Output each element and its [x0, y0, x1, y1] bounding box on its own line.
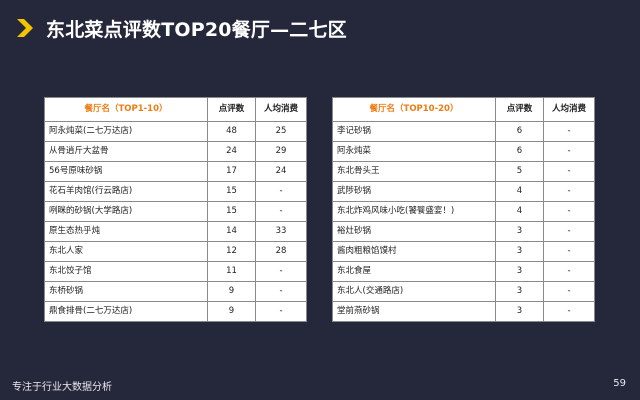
- left-table-body: 阿永炖菜(二七万达店) 48 25 从骨逍斤大盆骨 24 29 56号原味砂锅 17 24 花石羊…: [44, 121, 307, 322]
- title-row: 东北菜点评数TOP20餐厅—二七区: [14, 10, 347, 46]
- column-header-reviews: 点评数: [495, 97, 544, 122]
- restaurant-name-cell: 堂前燕砂锅: [332, 301, 496, 322]
- table-row: 咧眯的砂锅(大学路店) 15-: [44, 201, 307, 222]
- table-row: 56号原味砂锅 17 24: [44, 161, 307, 182]
- review-count-cell: 9: [207, 281, 256, 302]
- avg-spend-cell: -: [543, 161, 595, 182]
- review-count-cell: 11: [207, 261, 256, 282]
- review-count-cell: 3: [495, 221, 544, 242]
- review-count-cell: 4: [495, 201, 544, 222]
- avg-spend-cell: -: [255, 301, 307, 322]
- restaurant-name-cell: 李记砂锅: [332, 121, 496, 142]
- table-row: 原生态热乎炖 14 33: [44, 221, 307, 242]
- page-title: 东北菜点评数TOP20餐厅—二七区: [46, 18, 347, 41]
- table-row: 东北饺子馆 11-: [44, 261, 307, 282]
- table-row: 东桥砂锅 9-: [44, 281, 307, 302]
- avg-spend-cell: -: [255, 181, 307, 202]
- table-header-row: 餐厅名（TOP1-10） 点评数 人均消费: [44, 97, 307, 122]
- restaurant-name-cell: 东北饺子馆: [44, 261, 208, 282]
- avg-spend-cell: -: [255, 281, 307, 302]
- restaurant-name-cell: 东北食屋: [332, 261, 496, 282]
- table-row: 裕灶砂锅 3-: [332, 221, 595, 242]
- avg-spend-cell: 28: [255, 241, 307, 262]
- avg-spend-cell: -: [543, 301, 595, 322]
- review-count-cell: 3: [495, 281, 544, 302]
- right-table: 餐厅名（TOP10-20） 点评数 人均消费 李记砂锅 6- 阿永炖菜 6- 东北骨头王…: [332, 97, 595, 322]
- avg-spend-cell: 24: [255, 161, 307, 182]
- review-count-cell: 15: [207, 201, 256, 222]
- table-row: 从骨逍斤大盆骨 24 29: [44, 141, 307, 162]
- table-row: 东北食屋 3-: [332, 261, 595, 282]
- column-header-name: 餐厅名（TOP10-20）: [332, 97, 496, 122]
- restaurant-name-cell: 鼎食排骨(二七万达店): [44, 301, 208, 322]
- table-row: 李记砂锅 6-: [332, 121, 595, 142]
- restaurant-name-cell: 武陟砂锅: [332, 181, 496, 202]
- table-row: 东北炸鸡风味小吃(饕餮盛宴！) 4-: [332, 201, 595, 222]
- right-table-body: 李记砂锅 6- 阿永炖菜 6- 东北骨头王 5- 武陟砂锅 4- 东北炸鸡风味小吃(饕餮盛宴！)…: [332, 121, 595, 322]
- table-row: 酱肉粗粮馅馍村 3-: [332, 241, 595, 262]
- column-header-name: 餐厅名（TOP1-10）: [44, 97, 208, 122]
- avg-spend-cell: 25: [255, 121, 307, 142]
- restaurant-name-cell: 原生态热乎炖: [44, 221, 208, 242]
- table-row: 武陟砂锅 4-: [332, 181, 595, 202]
- review-count-cell: 3: [495, 241, 544, 262]
- review-count-cell: 3: [495, 261, 544, 282]
- column-header-avg: 人均消费: [543, 97, 595, 122]
- avg-spend-cell: -: [543, 221, 595, 242]
- review-count-cell: 5: [495, 161, 544, 182]
- review-count-cell: 6: [495, 141, 544, 162]
- review-count-cell: 15: [207, 181, 256, 202]
- restaurant-name-cell: 咧眯的砂锅(大学路店): [44, 201, 208, 222]
- avg-spend-cell: -: [255, 201, 307, 222]
- column-header-avg: 人均消费: [255, 97, 307, 122]
- avg-spend-cell: -: [543, 121, 595, 142]
- review-count-cell: 14: [207, 221, 256, 242]
- chevron-right-icon: [17, 19, 33, 37]
- review-count-cell: 6: [495, 121, 544, 142]
- avg-spend-cell: 29: [255, 141, 307, 162]
- restaurant-name-cell: 东北炸鸡风味小吃(饕餮盛宴！): [332, 201, 496, 222]
- footer-tagline: 专注于行业大数据分析: [12, 382, 112, 393]
- page-number: 59: [613, 378, 626, 389]
- table-row: 阿永炖菜 6-: [332, 141, 595, 162]
- restaurant-name-cell: 酱肉粗粮馅馍村: [332, 241, 496, 262]
- table-row: 堂前燕砂锅 3-: [332, 301, 595, 322]
- review-count-cell: 17: [207, 161, 256, 182]
- restaurant-name-cell: 花石羊肉馆(行云路店): [44, 181, 208, 202]
- restaurant-name-cell: 东桥砂锅: [44, 281, 208, 302]
- column-header-reviews: 点评数: [207, 97, 256, 122]
- restaurant-name-cell: 东北人(交通路店): [332, 281, 496, 302]
- review-count-cell: 9: [207, 301, 256, 322]
- restaurant-name-cell: 从骨逍斤大盆骨: [44, 141, 208, 162]
- review-count-cell: 24: [207, 141, 256, 162]
- table-row: 东北骨头王 5-: [332, 161, 595, 182]
- table-row: 阿永炖菜(二七万达店) 48 25: [44, 121, 307, 142]
- table-row: 东北人(交通路店) 3-: [332, 281, 595, 302]
- restaurant-name-cell: 东北人家: [44, 241, 208, 262]
- avg-spend-cell: 33: [255, 221, 307, 242]
- avg-spend-cell: -: [543, 261, 595, 282]
- restaurant-name-cell: 阿永炖菜(二七万达店): [44, 121, 208, 142]
- avg-spend-cell: -: [543, 141, 595, 162]
- restaurant-name-cell: 56号原味砂锅: [44, 161, 208, 182]
- avg-spend-cell: -: [543, 181, 595, 202]
- restaurant-name-cell: 东北骨头王: [332, 161, 496, 182]
- review-count-cell: 12: [207, 241, 256, 262]
- table-row: 东北人家 12 28: [44, 241, 307, 262]
- avg-spend-cell: -: [543, 201, 595, 222]
- review-count-cell: 48: [207, 121, 256, 142]
- avg-spend-cell: -: [543, 281, 595, 302]
- avg-spend-cell: -: [543, 241, 595, 262]
- review-count-cell: 3: [495, 301, 544, 322]
- avg-spend-cell: -: [255, 261, 307, 282]
- table-header-row: 餐厅名（TOP10-20） 点评数 人均消费: [332, 97, 595, 122]
- restaurant-name-cell: 阿永炖菜: [332, 141, 496, 162]
- review-count-cell: 4: [495, 181, 544, 202]
- table-row: 花石羊肉馆(行云路店) 15-: [44, 181, 307, 202]
- table-row: 鼎食排骨(二七万达店) 9-: [44, 301, 307, 322]
- restaurant-name-cell: 裕灶砂锅: [332, 221, 496, 242]
- left-table: 餐厅名（TOP1-10） 点评数 人均消费 阿永炖菜(二七万达店) 48 25 从骨逍…: [44, 97, 307, 322]
